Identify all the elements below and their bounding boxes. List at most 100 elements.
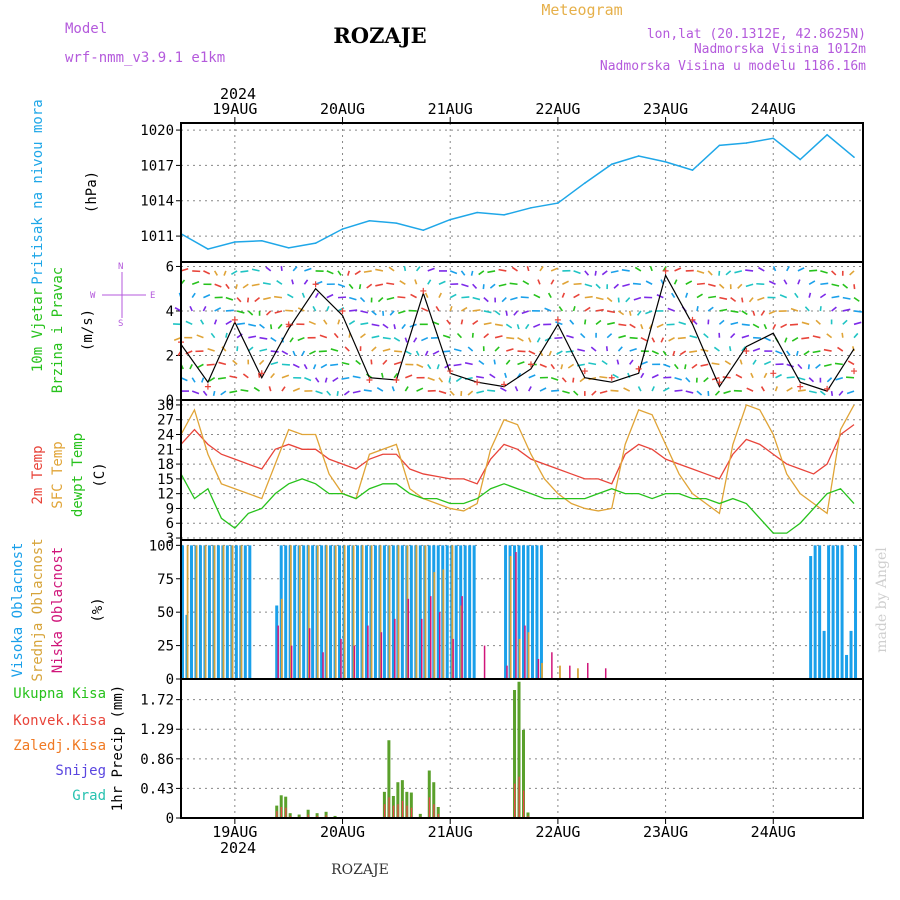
low-cloud-bar [452,638,454,679]
total-precip-bar [427,770,431,818]
wind-barb [718,283,725,289]
wind-barb [797,363,803,370]
wind-barb [304,377,312,382]
pressure-point [772,137,775,140]
pressure-point [314,242,317,244]
mid-cloud-bar [240,545,243,679]
cloud-ylabel-3: Niska Oblacnost [50,547,66,673]
wind-barb [539,387,547,392]
low-cloud-bar [308,628,311,679]
wind-barb [493,359,496,365]
wind-barb [801,336,810,340]
wind-barb [347,270,351,276]
low-cloud-bar [537,658,540,679]
wind-barb [572,377,575,383]
low-cloud-bar [421,618,423,679]
wind-barb [595,308,604,312]
pressure-point [610,163,613,166]
wind-barb [270,337,277,342]
wind-barb [436,364,440,370]
wind-barb [461,306,468,312]
wind-barb [808,390,817,394]
wind-barb [780,323,788,329]
wind-barb [595,296,604,301]
mid-cloud-bar [231,545,234,679]
pressure-point [557,202,559,204]
pressure-point [260,239,263,242]
wind-barb [333,332,339,339]
wind-barb [555,321,563,326]
gust-marker [527,361,534,368]
wind-barb [584,306,591,312]
mid-cloud-bar [316,545,319,679]
wind-barb [501,297,507,303]
wind-barb [831,270,837,276]
wind-barb [291,279,294,285]
high-cloud-bar [845,654,849,679]
gust-marker [824,385,831,392]
high-cloud-bar [827,545,831,679]
y-tick-label: 2 [166,348,174,364]
pressure-point [207,248,209,250]
wind-barb [700,363,709,367]
wind-barb [320,363,328,369]
wind-barb [826,333,833,339]
y-tick-label: 0 [166,672,174,688]
legend-snow: Snijeg [55,763,106,779]
wind-barb [247,310,254,316]
bottom-day-label: 24AUG [751,823,796,841]
wind-barb [221,346,227,352]
wind-barb [337,296,347,299]
wind-barb [786,387,793,392]
y-tick-label: 21 [157,442,174,458]
mid-cloud-bar [352,545,355,679]
wind-barb [312,306,317,312]
gust-marker [743,348,750,355]
top-year-label: 2024 [220,85,256,103]
total-precip-bar [284,796,288,818]
y-tick-label: 0.43 [140,781,174,797]
wind-barb [808,280,816,285]
wind-barb [196,334,204,339]
wind-barb [460,270,466,276]
wind-barb [242,373,249,379]
wind-barb [565,350,574,353]
wind-barb [831,306,837,312]
wind-barb [389,310,395,316]
wind-barb [772,265,777,272]
wind-barb [326,270,334,275]
wind-barb [640,324,644,330]
mid-cloud-bar [433,572,436,679]
wind-barb [724,360,732,366]
wind-barb [478,359,485,366]
wind-barb [363,389,372,392]
wind-barb [382,359,388,365]
gust-marker [797,383,804,390]
wind-barb [820,270,828,274]
mid-cloud-bar [397,545,400,679]
wind-barb [208,377,216,382]
y-tick-label: 3 [166,531,174,547]
dewpt-line [180,473,855,534]
wind-barb [202,306,207,312]
high-cloud-bar [293,545,297,679]
wind-barb [287,293,294,299]
top-day-label: 24AUG [751,100,796,118]
wind-barb [223,270,227,276]
wind-barb [599,390,608,394]
wind-barb [560,364,564,370]
compass-s: S [118,319,123,329]
wind-barb [438,280,446,285]
top-day-label: 19AUG [212,100,257,118]
wind-barb [203,294,211,299]
wind-barb [212,390,216,397]
wind-barb [449,293,457,299]
wind-barb [438,292,442,298]
wind-barb [584,295,593,299]
wind-barb [382,348,391,352]
high-cloud-bar [539,545,543,679]
mid-cloud-bar [280,598,283,679]
wind-barb [830,390,834,396]
wind-barb [674,267,682,272]
